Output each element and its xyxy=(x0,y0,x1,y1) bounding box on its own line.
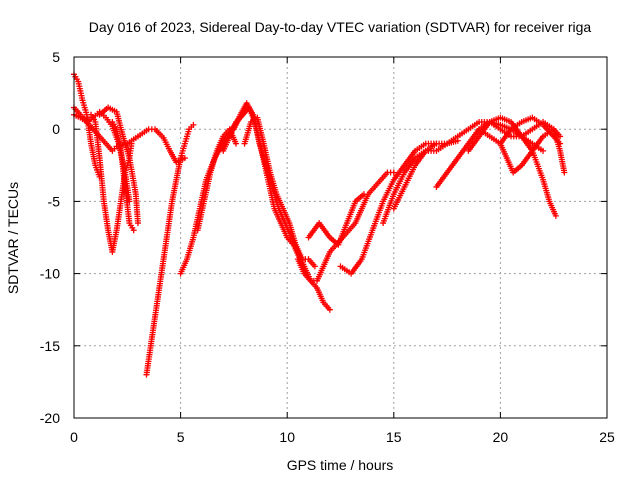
data-point xyxy=(130,227,137,234)
data-point xyxy=(190,121,197,128)
series-trace-14 xyxy=(305,191,367,248)
y-tick-label: -10 xyxy=(40,266,60,282)
x-axis-label: GPS time / hours xyxy=(287,457,394,473)
series-trace-6 xyxy=(109,118,137,234)
data-point xyxy=(557,133,564,140)
x-tick-label: 25 xyxy=(599,429,615,445)
data-point xyxy=(561,169,568,176)
series-trace-2 xyxy=(71,71,103,180)
data-point xyxy=(552,212,559,219)
data-point xyxy=(311,263,318,270)
y-axis-label: SDTVAR / TECUs xyxy=(5,182,21,294)
series-trace-19 xyxy=(465,114,559,219)
data-point xyxy=(557,140,564,147)
series-trace-4 xyxy=(88,111,135,255)
data-point xyxy=(134,220,141,227)
series-trace-21 xyxy=(497,114,564,147)
axis-ticks xyxy=(73,56,608,419)
chart-title: Day 016 of 2023, Sidereal Day-to-day VTE… xyxy=(89,19,592,35)
series-trace-9 xyxy=(194,126,240,234)
x-tick-label: 15 xyxy=(386,429,402,445)
data-point xyxy=(128,140,135,147)
tick-labels: 0 5 10 15 20 25 5 0 -5 -10 -15 -20 xyxy=(40,49,615,445)
y-tick-label: 5 xyxy=(52,49,60,65)
data-markers xyxy=(71,71,568,378)
x-tick-label: 0 xyxy=(70,429,78,445)
x-tick-label: 5 xyxy=(177,429,185,445)
x-tick-label: 20 xyxy=(493,429,509,445)
data-point xyxy=(360,191,367,198)
data-point xyxy=(390,169,397,176)
y-tick-label: -15 xyxy=(40,338,60,354)
y-tick-label: 0 xyxy=(52,121,60,137)
plot-frame xyxy=(73,56,608,419)
data-point xyxy=(540,147,547,154)
y-tick-label: -5 xyxy=(48,193,61,209)
series-trace-12 xyxy=(241,114,318,270)
data-point xyxy=(233,140,240,147)
series-trace-7 xyxy=(143,121,197,378)
data-point xyxy=(326,306,333,313)
x-tick-label: 10 xyxy=(279,429,295,445)
y-tick-label: -20 xyxy=(40,410,60,426)
